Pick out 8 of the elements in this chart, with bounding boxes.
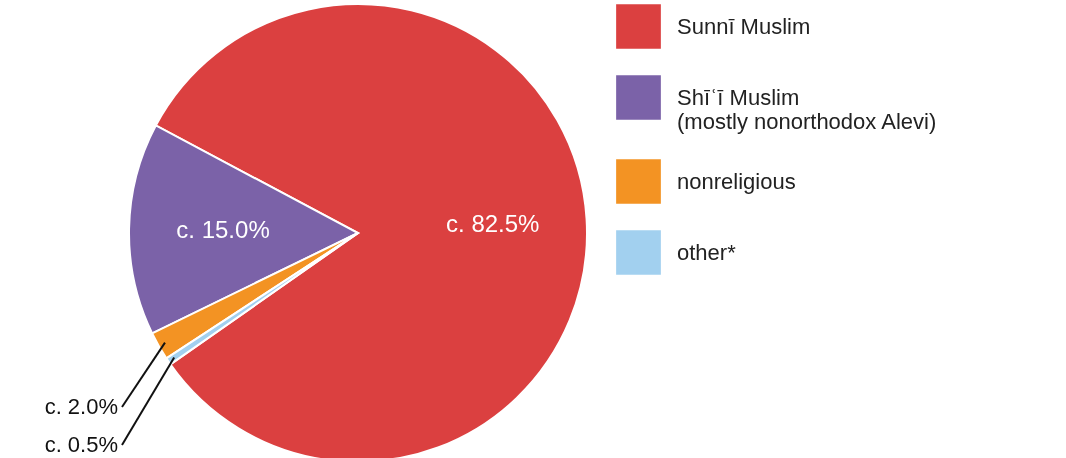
legend-label: Sunnī Muslim — [677, 13, 811, 39]
legend-label: nonreligious — [677, 168, 796, 194]
legend-label: other* — [677, 239, 737, 265]
legend-label: Shīʿī Muslim (mostly nonorthodox Alevi) — [677, 84, 937, 134]
data-label: c. 2.0% — [44, 394, 118, 419]
data-label: c. 15.0% — [176, 215, 270, 243]
data-label: c. 0.5% — [44, 432, 118, 457]
data-label: c. 82.5% — [446, 209, 540, 237]
